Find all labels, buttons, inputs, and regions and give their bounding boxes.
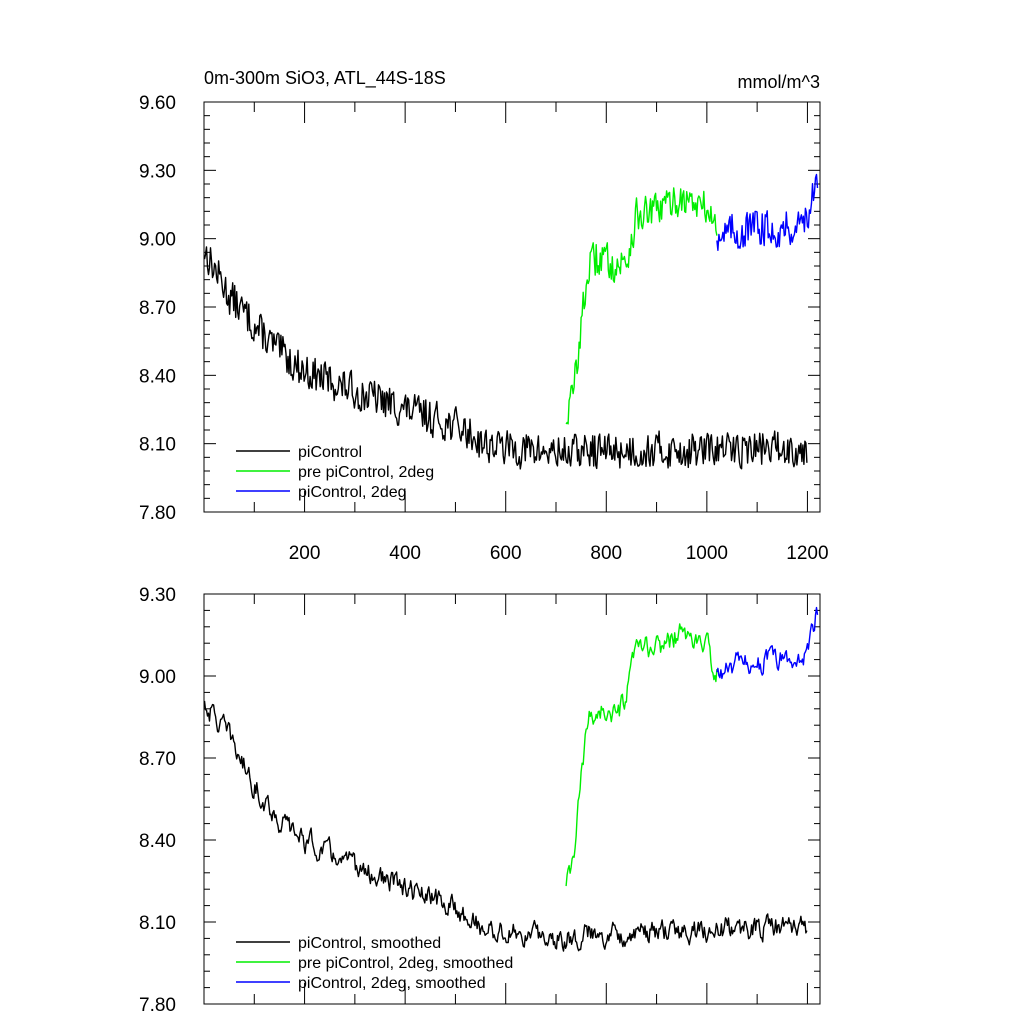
tick-marks	[204, 101, 820, 513]
x-tick-label: 1200	[786, 543, 828, 564]
y-tick-label: 9.00	[139, 230, 176, 251]
series-line-pre-picontrol-2deg-smoothed	[565, 623, 718, 887]
panel-bottom: 7.80 8.10 8.40 8.70 9.00 9.30 piControl, smoo…	[139, 585, 821, 1016]
legend-label-picontrol-2deg-smoothed: piControl, 2deg, smoothed	[298, 975, 486, 992]
y-tick-label: 8.70	[139, 298, 176, 319]
legend-label-pre-picontrol-2deg: pre piControl, 2deg	[298, 464, 434, 481]
y-tick-label: 7.80	[139, 503, 176, 524]
chart-title: 0m-300m SiO3, ATL_44S-18S	[204, 68, 446, 89]
x-tick-label: 800	[590, 543, 622, 564]
series-line-picontrol-2deg	[716, 173, 819, 252]
y-tick-label: 8.70	[139, 749, 176, 770]
y-tick-label: 9.30	[139, 585, 176, 606]
x-tick-labels: 200 400 600 800 1000 1200	[289, 543, 829, 564]
y-tick-label: 9.00	[139, 667, 176, 688]
y-tick-labels: 7.80 8.10 8.40 8.70 9.00 9.30	[139, 585, 176, 1016]
y-tick-label: 8.40	[139, 831, 176, 852]
plot-frame	[203, 593, 821, 1005]
legend-label-picontrol-smoothed: piControl, smoothed	[298, 935, 441, 952]
y-tick-label: 8.10	[139, 913, 176, 934]
legend-label-picontrol-2deg: piControl, 2deg	[298, 484, 407, 501]
legend: piControl, smoothed pre piControl, 2deg,…	[236, 935, 513, 992]
y-tick-labels: 7.80 8.10 8.40 8.70 9.00 9.30 9.60	[139, 93, 176, 524]
y-tick-label: 9.60	[139, 93, 176, 114]
y-tick-label: 7.80	[139, 995, 176, 1016]
plot-frame	[203, 101, 821, 513]
y-tick-label: 9.30	[139, 161, 176, 182]
series-line-picontrol-smoothed	[203, 700, 808, 952]
x-tick-label: 400	[389, 543, 421, 564]
legend-label-picontrol: piControl	[298, 444, 362, 461]
y-tick-label: 8.10	[139, 435, 176, 456]
tick-marks	[204, 593, 820, 1005]
legend: piControl pre piControl, 2deg piControl,…	[236, 444, 434, 501]
chart-units: mmol/m^3	[738, 72, 820, 92]
series-lines	[203, 606, 819, 952]
series-lines	[203, 173, 819, 470]
y-tick-label: 8.40	[139, 366, 176, 387]
x-tick-label: 600	[490, 543, 522, 564]
legend-label-pre-picontrol-2deg-smoothed: pre piControl, 2deg, smoothed	[298, 955, 513, 972]
x-tick-label: 200	[289, 543, 321, 564]
x-tick-label: 1000	[686, 543, 728, 564]
series-line-picontrol-2deg-smoothed	[716, 606, 819, 680]
series-line-picontrol	[203, 246, 808, 470]
series-line-pre-picontrol-2deg	[565, 187, 718, 425]
panel-top: 0m-300m SiO3, ATL_44S-18S mmol/m^3 7.80 8…	[139, 68, 829, 564]
